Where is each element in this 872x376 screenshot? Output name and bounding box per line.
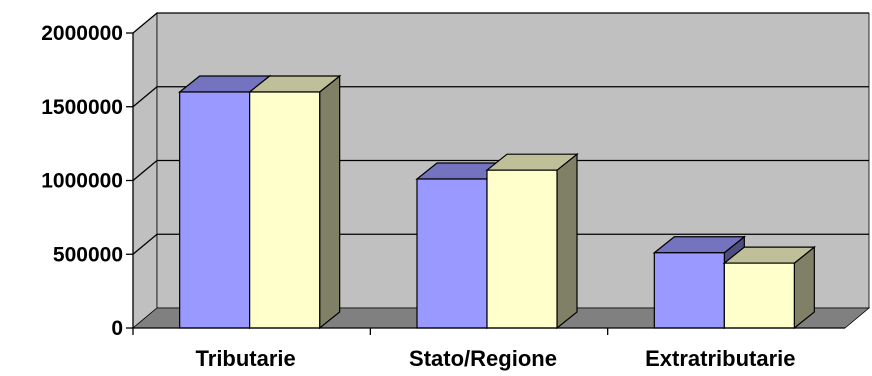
gridline: [132, 86, 869, 108]
bar-front: [416, 178, 488, 329]
y-tick-label: 1000000: [41, 170, 123, 193]
bar: [722, 245, 817, 330]
bar-side: [556, 152, 578, 330]
bar-side: [319, 74, 341, 330]
y-tick-labels: 0 500000 1000000 1500000 2000000: [41, 22, 123, 340]
gridline: [132, 159, 869, 181]
x-tick-label: Extratributarie: [645, 346, 795, 371]
y-tick-label: 2000000: [41, 22, 123, 45]
y-tick-label: 0: [111, 317, 123, 340]
gridlines: [132, 12, 869, 255]
bar-front: [249, 91, 321, 329]
axes: [126, 32, 845, 335]
bar-front: [179, 91, 251, 329]
gridline: [132, 233, 869, 255]
y-tick-label: 500000: [53, 243, 123, 266]
bar: [485, 152, 579, 330]
x-tick-label: Stato/Regione: [409, 346, 557, 371]
y-tick-label: 1500000: [41, 96, 123, 119]
x-tick-label: Tributarie: [196, 346, 296, 371]
bar-front: [723, 262, 795, 329]
x-tick-labels: Tributarie Stato/Regione Extratributarie: [196, 346, 796, 371]
bar-front: [653, 252, 725, 329]
bar-front: [486, 169, 558, 329]
bar: [247, 74, 342, 330]
gridline: [132, 12, 869, 34]
bars: [177, 74, 817, 330]
